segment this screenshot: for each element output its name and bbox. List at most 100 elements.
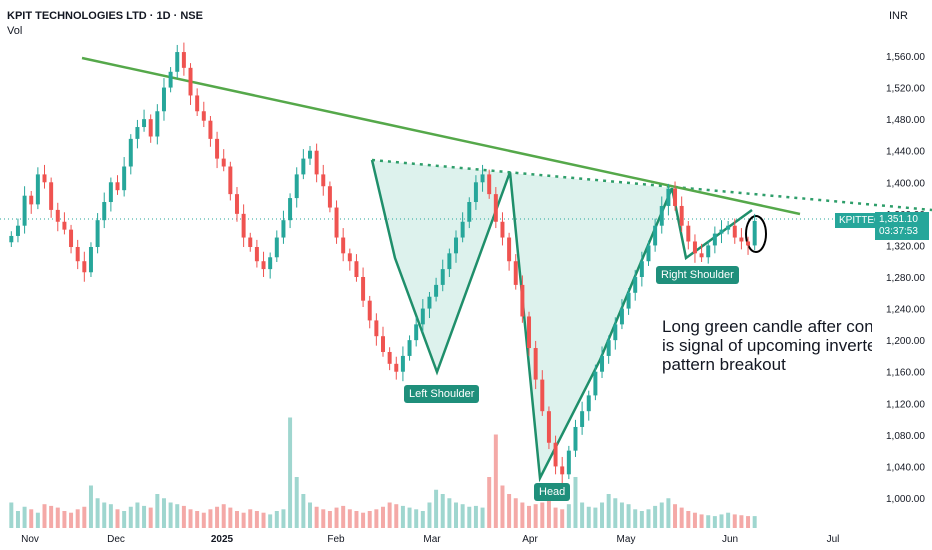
candle-body[interactable] [619,308,624,325]
candle-body[interactable] [626,292,631,309]
candle-body[interactable] [347,253,352,262]
candle-body[interactable] [460,221,465,238]
candle-body[interactable] [440,269,445,285]
candle-body[interactable] [513,261,518,285]
candle-body[interactable] [254,247,259,262]
candle-body[interactable] [268,257,273,270]
candle-body[interactable] [234,194,239,214]
candle-body[interactable] [566,450,571,475]
candle-body[interactable] [95,220,100,248]
candle-body[interactable] [692,241,697,254]
candle-body[interactable] [135,127,140,139]
candle-body[interactable] [334,207,339,238]
candle-body[interactable] [281,220,286,238]
candle-body[interactable] [341,237,346,254]
candle-body[interactable] [586,395,591,412]
candle-body[interactable] [454,237,458,254]
candle-body[interactable] [195,95,200,112]
candle-body[interactable] [314,150,319,175]
candle-body[interactable] [215,138,220,159]
candle-body[interactable] [533,348,538,380]
candle-body[interactable] [400,355,405,372]
candle-body[interactable] [487,174,492,195]
candle-body[interactable] [367,300,372,321]
candle-body[interactable] [500,221,505,238]
candle-body[interactable] [49,182,54,210]
candle-body[interactable] [686,225,691,242]
candle-body[interactable] [128,138,133,167]
candle-body[interactable] [175,52,180,72]
candle-body[interactable] [181,52,186,68]
candle-body[interactable] [35,174,40,205]
candle-body[interactable] [732,225,737,238]
candle-body[interactable] [248,237,253,248]
candle-body[interactable] [507,237,512,262]
candle-body[interactable] [540,379,545,412]
candle-body[interactable] [580,411,585,427]
candle-body[interactable] [208,120,213,139]
candle-body[interactable] [381,336,385,352]
candle-body[interactable] [546,411,551,443]
candle-body[interactable] [553,442,558,467]
candle-body[interactable] [493,194,498,222]
candle-body[interactable] [9,235,14,243]
candle-body[interactable] [142,119,147,128]
candle-body[interactable] [321,174,326,187]
candle-body[interactable] [188,67,193,96]
candle-body[interactable] [480,174,485,183]
candle-body[interactable] [666,188,671,206]
candle-body[interactable] [600,355,605,372]
candle-body[interactable] [301,158,306,175]
candle-body[interactable] [633,277,638,293]
candle-body[interactable] [29,195,34,205]
candle-body[interactable] [62,221,67,230]
candle-body[interactable] [467,202,472,222]
candle-body[interactable] [673,188,678,206]
candle-body[interactable] [228,166,233,195]
candle-body[interactable] [639,261,644,277]
candle-body[interactable] [613,324,618,341]
candle-body[interactable] [102,202,107,221]
candle-body[interactable] [155,111,160,137]
candle-body[interactable] [88,247,93,273]
candle-body[interactable] [739,237,744,242]
candle-body[interactable] [69,229,74,248]
candle-body[interactable] [593,371,598,396]
candle-body[interactable] [560,466,565,475]
candle-body[interactable] [288,198,293,221]
candle-body[interactable] [55,209,60,222]
candle-body[interactable] [646,245,651,262]
candle-body[interactable] [752,220,757,246]
candle-body[interactable] [447,253,452,270]
candle-body[interactable] [15,225,20,236]
candle-body[interactable] [161,87,166,112]
candle-body[interactable] [394,363,399,372]
candle-body[interactable] [407,340,412,356]
candle-body[interactable] [22,195,27,226]
candle-body[interactable] [706,245,711,258]
candle-body[interactable] [427,296,432,309]
candle-body[interactable] [719,229,724,234]
candle-body[interactable] [82,261,87,273]
candle-body[interactable] [361,277,366,301]
candle-body[interactable] [261,261,266,270]
candle-body[interactable] [527,316,532,349]
candle-body[interactable] [122,166,127,191]
candle-body[interactable] [606,340,611,356]
candle-body[interactable] [653,225,658,246]
candle-body[interactable] [201,111,206,121]
candle-body[interactable] [374,320,379,337]
candle-body[interactable] [414,324,419,341]
candle-body[interactable] [679,205,684,226]
candle-body[interactable] [42,174,47,183]
candle-body[interactable] [308,150,312,159]
candle-body[interactable] [434,284,439,297]
candle-body[interactable] [726,225,731,230]
candle-body[interactable] [221,158,226,167]
candle-body[interactable] [168,71,173,88]
candle-body[interactable] [712,233,717,246]
candle-body[interactable] [294,174,299,199]
candle-body[interactable] [75,247,80,262]
candle-body[interactable] [420,308,425,325]
